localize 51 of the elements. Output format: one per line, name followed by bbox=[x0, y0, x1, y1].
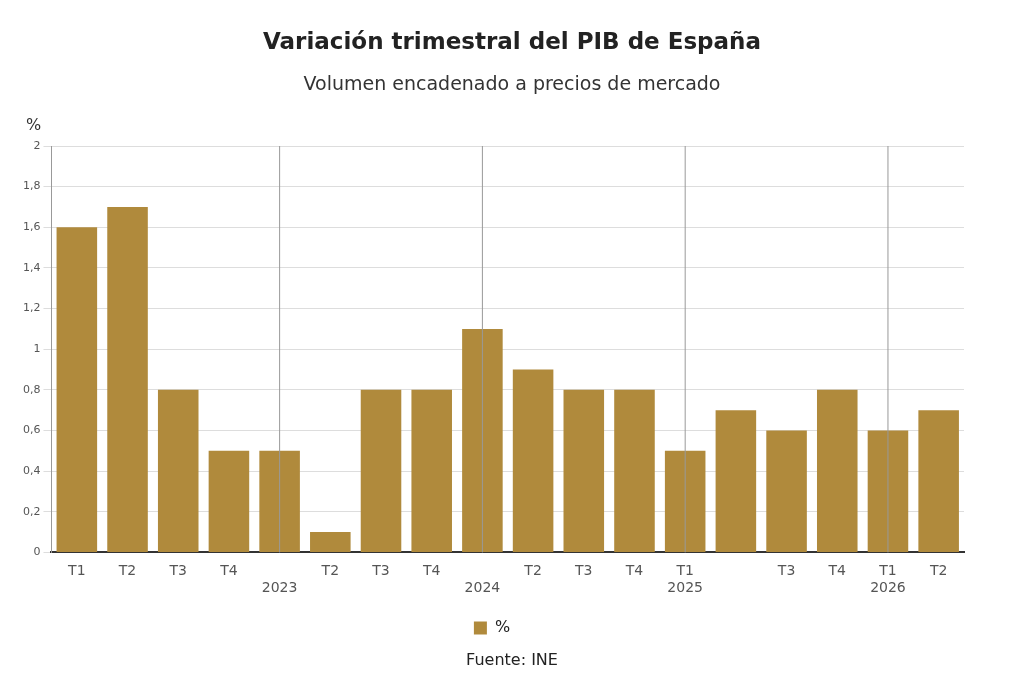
y-tick-label: 0,2 bbox=[22, 504, 41, 518]
bar bbox=[208, 450, 250, 552]
source-note: Fuente: INE bbox=[465, 650, 559, 669]
bar bbox=[157, 389, 199, 552]
chart-subtitle: Volumen encadenado a precios de mercado bbox=[302, 72, 722, 94]
bar bbox=[310, 532, 351, 552]
x-tick-label: 2024 bbox=[464, 579, 501, 596]
bar bbox=[563, 389, 605, 552]
x-tick-label: T4 bbox=[219, 562, 238, 579]
y-tick-label: 2 bbox=[33, 138, 41, 152]
x-tick-label: 2023 bbox=[261, 579, 298, 596]
bar bbox=[867, 430, 909, 552]
bar bbox=[715, 410, 757, 552]
bar bbox=[664, 450, 706, 552]
legend-label: % bbox=[494, 617, 511, 637]
x-tick-label: T2 bbox=[928, 562, 948, 579]
x-tick-label: T1 bbox=[67, 562, 86, 579]
bar bbox=[259, 450, 300, 552]
bar bbox=[816, 389, 858, 552]
y-tick-label: 1,8 bbox=[22, 179, 41, 193]
x-tick-label: T3 bbox=[371, 562, 390, 579]
x-tick-label: T3 bbox=[776, 562, 796, 579]
y-tick-label: 1,6 bbox=[22, 220, 41, 234]
x-tick-label: T2 bbox=[523, 562, 542, 579]
bar bbox=[107, 206, 148, 552]
x-tick-label: T4 bbox=[421, 562, 441, 579]
x-tick-label: T1 2026 bbox=[870, 562, 906, 596]
bar bbox=[512, 369, 554, 552]
x-tick-label: T1 2025 bbox=[667, 562, 703, 596]
y-tick-label: 0 bbox=[33, 545, 41, 559]
bar bbox=[766, 430, 807, 552]
bar bbox=[614, 389, 655, 552]
y-tick-label: 0,4 bbox=[22, 463, 41, 477]
x-tick-label: T4 bbox=[624, 562, 644, 579]
y-tick-label: 0,8 bbox=[22, 382, 41, 396]
y-axis-title: % bbox=[26, 115, 42, 134]
x-tick-label: T4 bbox=[827, 562, 847, 579]
x-tick-label: T3 bbox=[574, 562, 593, 579]
y-tick-label: 1,4 bbox=[22, 260, 41, 274]
y-tick-label: 1,2 bbox=[22, 301, 41, 315]
bar bbox=[360, 389, 402, 552]
x-tick-label: T2 bbox=[320, 562, 340, 579]
bar bbox=[462, 328, 503, 552]
chart-title: Variación trimestral del PIB de España bbox=[262, 28, 762, 54]
bar bbox=[411, 389, 452, 552]
x-tick-label: T3 bbox=[168, 562, 187, 579]
x-tick-label: T2 bbox=[117, 562, 137, 579]
bar bbox=[918, 410, 959, 552]
y-tick-label: 0,6 bbox=[22, 423, 41, 437]
bar bbox=[56, 227, 98, 552]
y-tick-label: 1 bbox=[33, 342, 41, 356]
